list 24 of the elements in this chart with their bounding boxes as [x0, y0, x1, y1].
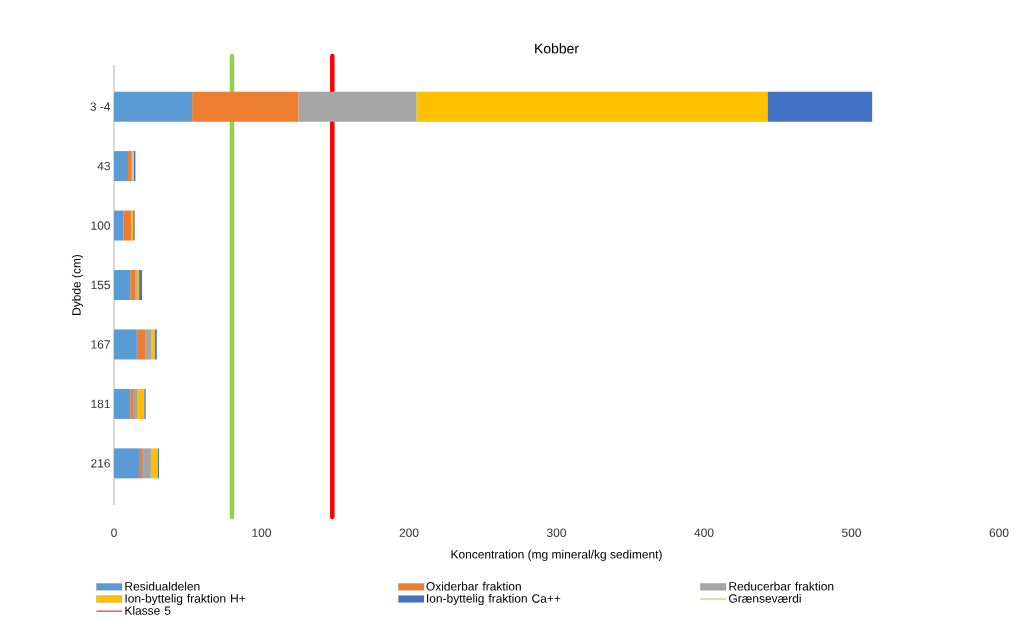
legend-label: Reducerbar fraktion: [729, 581, 834, 591]
y-tick-label: 100: [91, 221, 111, 230]
legend-label: Oxiderbar fraktion: [426, 581, 521, 591]
y-tick-label: 216: [91, 459, 110, 468]
x-tick-label: 100: [252, 528, 272, 537]
x-tick-label: 600: [989, 528, 1009, 537]
x-tick-label: 500: [842, 528, 862, 537]
x-tick-label: 0: [111, 528, 117, 537]
x-tick-label: 200: [399, 528, 419, 537]
x-tick-label: 400: [694, 528, 714, 537]
chart-title: Kobber: [535, 43, 579, 54]
y-tick-label: 167: [91, 340, 110, 349]
legend-label: Klasse 5: [125, 606, 171, 615]
y-tick-label: 3 -4: [90, 102, 111, 111]
legend-label: Grænseværdi: [729, 593, 801, 603]
legend-label: Ion-byttelig fraktion H+: [125, 593, 246, 606]
x-axis-title: Koncentration (mg mineral/kg sediment): [451, 549, 662, 561]
y-tick-label: 43: [97, 161, 110, 171]
y-tick-label: 155: [91, 280, 110, 290]
legend-label: Residualdelen: [125, 581, 200, 591]
x-tick-label: 300: [546, 528, 567, 537]
legend-label: Ion-byttelig fraktion Ca++: [427, 593, 561, 606]
y-axis-title: Dybde (cm): [71, 254, 84, 315]
y-tick-label: 181: [91, 399, 110, 409]
